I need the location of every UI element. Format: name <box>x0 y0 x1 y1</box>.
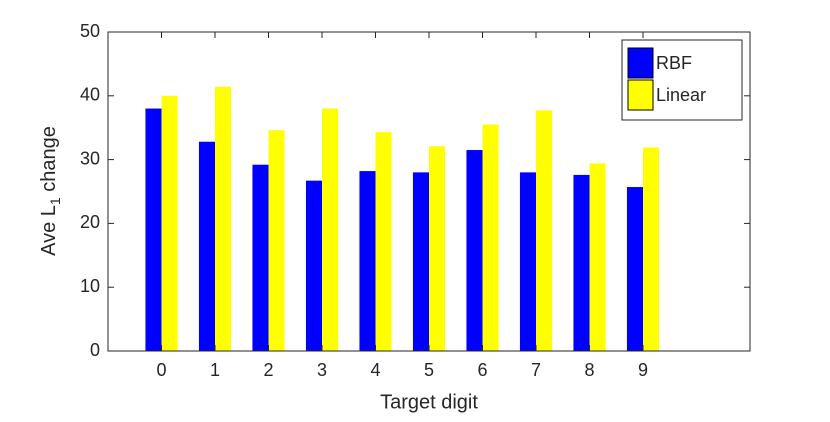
legend-swatch <box>627 79 654 111</box>
y-tick-label: 50 <box>80 21 100 41</box>
bar <box>573 174 590 351</box>
x-tick-label: 4 <box>370 360 380 380</box>
x-axis-label: Target digit <box>380 391 478 413</box>
y-tick-label: 40 <box>80 85 100 105</box>
x-tick-label: 1 <box>210 360 220 380</box>
y-tick-label: 30 <box>80 148 100 168</box>
bar <box>268 130 285 351</box>
bar <box>589 163 606 351</box>
bar <box>252 164 269 351</box>
bar <box>466 150 483 351</box>
bar <box>643 147 660 351</box>
bar <box>305 180 322 351</box>
x-tick-label: 9 <box>638 360 648 380</box>
y-tick-label: 10 <box>80 276 100 296</box>
bar <box>482 124 499 351</box>
bar <box>412 172 429 351</box>
x-tick-label: 7 <box>531 360 541 380</box>
y-label-sub: 1 <box>47 197 63 205</box>
bar <box>145 108 162 351</box>
legend-swatch <box>627 47 654 79</box>
legend-label: RBF <box>656 53 692 73</box>
bar <box>215 86 232 352</box>
x-tick-label: 3 <box>317 360 327 380</box>
bar <box>429 146 446 351</box>
y-axis-label: Ave L1 change <box>38 126 62 256</box>
bar <box>626 187 643 351</box>
x-tick-label: 5 <box>424 360 434 380</box>
x-tick-label: 2 <box>263 360 273 380</box>
bar <box>519 172 536 351</box>
y-tick-label: 20 <box>80 212 100 232</box>
bar <box>198 141 215 351</box>
bar <box>375 132 392 351</box>
x-tick-label: 6 <box>477 360 487 380</box>
bar <box>322 108 339 351</box>
bar <box>536 110 553 351</box>
x-tick-label: 0 <box>156 360 166 380</box>
bar <box>359 171 376 351</box>
y-label-part: Ave L <box>38 205 60 256</box>
x-tick-label: 8 <box>584 360 594 380</box>
y-label-part: change <box>38 126 60 197</box>
legend-label: Linear <box>656 85 706 105</box>
y-tick-label: 0 <box>90 340 100 360</box>
bar <box>161 95 178 351</box>
